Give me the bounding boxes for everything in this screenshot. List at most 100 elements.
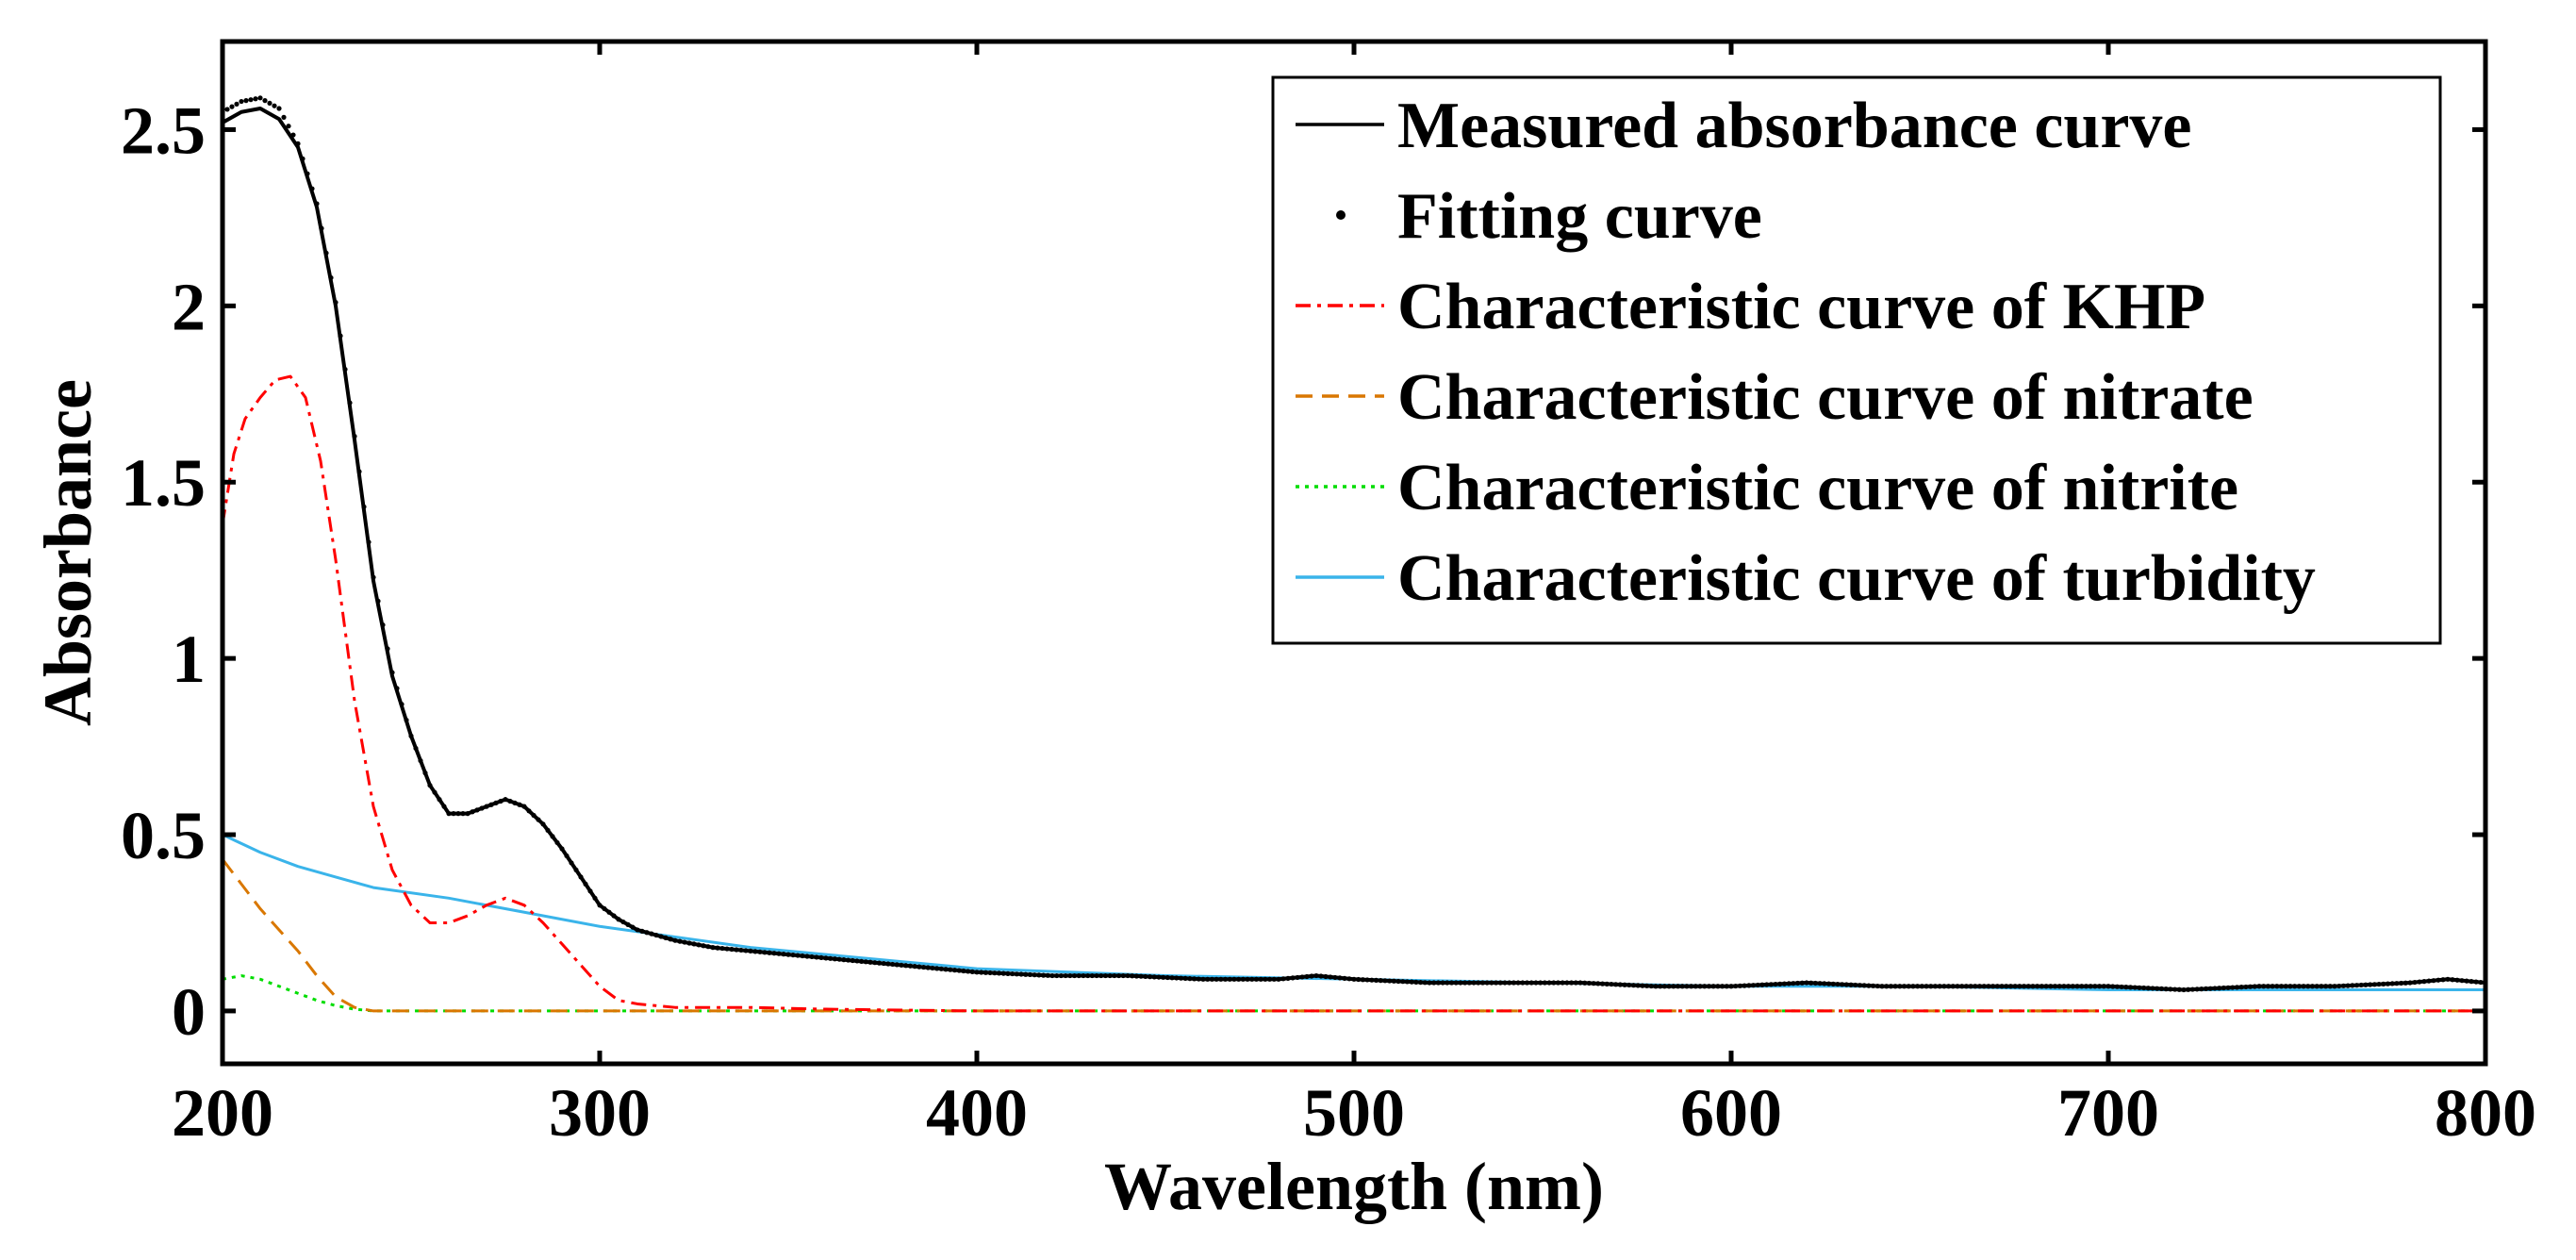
fitting-curve-point (2243, 984, 2249, 990)
fitting-curve-point (1125, 972, 1131, 979)
fitting-curve-point (418, 757, 423, 764)
fitting-curve-point (2247, 984, 2254, 989)
fitting-curve-point (470, 809, 475, 815)
fitting-curve-point (536, 817, 541, 822)
fitting-curve-point (1932, 984, 1939, 989)
fitting-curve-point (1937, 984, 1942, 989)
fitting-curve-point (446, 811, 452, 817)
fitting-curve-point (606, 909, 612, 915)
fitting-curve-point (2368, 982, 2373, 987)
fitting-curve-point (1755, 982, 1760, 988)
fitting-curve-point (925, 965, 931, 970)
fitting-curve-point (1706, 984, 1712, 989)
fitting-curve-point (1515, 980, 1521, 986)
fitting-curve-point (635, 927, 640, 933)
fitting-curve-point (2168, 986, 2173, 992)
fitting-curve-point (1169, 975, 1175, 981)
fitting-curve-point (2403, 980, 2408, 986)
fitting-curve-point (2363, 982, 2369, 987)
fitting-curve-point (1161, 974, 1166, 980)
fitting-curve-point (300, 156, 305, 161)
fitting-curve-point (512, 800, 518, 805)
fitting-curve-point (361, 504, 367, 510)
fitting-curve-point (729, 946, 735, 953)
fitting-curve-point (333, 300, 339, 306)
fitting-curve-point (2114, 984, 2121, 989)
fitting-curve-point (859, 958, 865, 964)
fitting-curve-point (2345, 983, 2351, 988)
fitting-curve-point (1378, 978, 1383, 984)
fitting-curve-point (630, 924, 636, 930)
fitting-curve-point (1640, 983, 1645, 988)
fitting-curve-point (1364, 977, 1370, 983)
fitting-curve-point (427, 783, 433, 788)
fitting-curve-point (992, 970, 998, 976)
fitting-curve-point (1528, 980, 1534, 986)
fitting-curve-point (1440, 980, 1445, 986)
fitting-curve-point (257, 95, 263, 101)
fitting-curve-point (385, 646, 390, 652)
fitting-curve-point (2412, 979, 2418, 986)
fitting-curve-point (2478, 979, 2484, 986)
fitting-curve-point (488, 802, 494, 807)
fitting-curve-point (1462, 980, 1468, 986)
x-tick-label: 300 (549, 1075, 651, 1151)
fitting-curve-point (2473, 979, 2479, 985)
fitting-curve-point (696, 942, 702, 948)
fitting-curve-point (2319, 984, 2324, 989)
fitting-curve-point (1290, 975, 1296, 981)
x-tick-label: 400 (926, 1075, 1028, 1151)
fitting-curve-point (281, 114, 287, 120)
fitting-curve-point (894, 962, 900, 968)
fitting-curve-point (1102, 972, 1109, 979)
y-tick-label: 0 (172, 974, 206, 1050)
fitting-curve-point (1458, 980, 1463, 986)
fitting-curve-point (1484, 980, 1490, 986)
fitting-curve-point (1981, 984, 1987, 989)
fitting-curve-point (2021, 984, 2027, 989)
fitting-curve-point (1609, 981, 1614, 987)
fitting-curve-point (2203, 986, 2209, 991)
fitting-curve-point (2469, 979, 2474, 985)
fitting-curve-point (691, 941, 697, 947)
series-layer (223, 95, 2485, 1013)
fitting-curve-point (1825, 981, 1832, 986)
fitting-curve-point (1724, 984, 1729, 989)
fitting-curve-point (876, 960, 883, 966)
fitting-curve-point (1924, 984, 1929, 989)
fitting-curve-point (1071, 972, 1078, 979)
fitting-curve-point (229, 104, 235, 109)
fitting-curve-point (1990, 984, 1996, 989)
fitting-curve-point (592, 895, 598, 901)
fitting-curve-point (2056, 984, 2062, 989)
fitting-curve-point (243, 98, 249, 104)
fitting-curve-point (1010, 970, 1016, 977)
fitting-curve-point (1058, 972, 1065, 979)
fitting-curve-point (248, 97, 254, 103)
fitting-curve-point (956, 968, 962, 973)
fitting-curve-point (620, 919, 626, 925)
fitting-curve-point (771, 951, 777, 956)
fitting-curve-point (347, 400, 353, 406)
fitting-curve-point (1417, 979, 1424, 986)
fitting-curve-point (734, 947, 739, 953)
fitting-curve-point (1968, 984, 1973, 989)
fitting-curve-point (1835, 981, 1841, 987)
fitting-curve-point (2012, 984, 2018, 989)
fitting-curve-point (1950, 984, 1956, 989)
fitting-curve-point (1258, 976, 1263, 982)
fitting-curve-point (1143, 973, 1148, 980)
fitting-curve-point (1502, 980, 1508, 986)
fitting-curve-point (2163, 986, 2169, 992)
fitting-curve-point (1653, 984, 1659, 989)
fitting-curve-point (1520, 980, 1526, 986)
fitting-curve-point (2150, 986, 2155, 991)
fitting-curve-point (663, 935, 669, 940)
fitting-curve-point (465, 811, 471, 817)
fitting-curve-point (1276, 976, 1281, 982)
fitting-curve-point (2186, 986, 2191, 992)
fitting-curve-point (2110, 984, 2116, 989)
fitting-curve-point (1658, 984, 1663, 989)
fitting-curve-point (1271, 976, 1277, 982)
